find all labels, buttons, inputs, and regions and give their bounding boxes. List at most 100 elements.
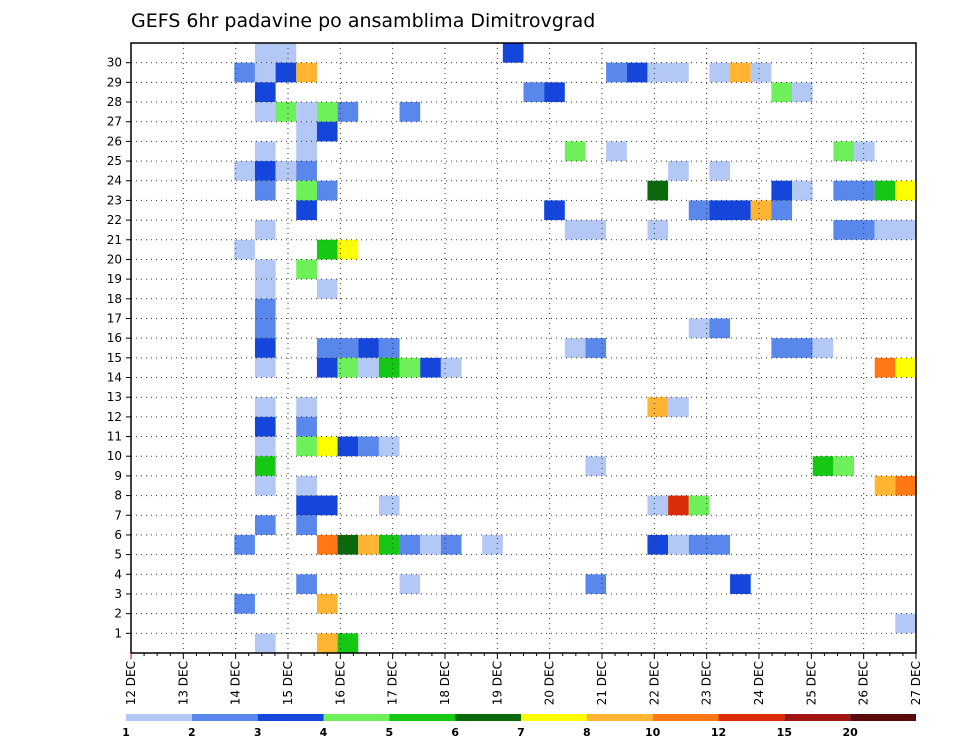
color-bar-segment [455,714,521,721]
heatmap-cell [688,495,710,516]
heatmap-cell [750,62,772,83]
heatmap-cell [254,259,276,280]
heatmap-cell [337,239,359,260]
x-axis: 12 DEC 13 DEC 14 DEC 15 DEC 16 DEC 17 DEC 18 D… [124,653,923,705]
heatmap-cell [585,456,607,476]
heatmap-cell [378,338,400,358]
heatmap-cell [668,534,689,555]
heatmap-cell [833,456,855,476]
heatmap-cell [316,534,338,555]
y-tick-label: 29 [107,75,122,89]
color-bar-label: 7 [517,726,525,739]
color-bar-label: 4 [320,726,328,739]
heatmap-cell [296,180,317,201]
heatmap-cell [296,515,317,535]
heatmap-cell [254,475,276,496]
x-tick-label: 27 DEC [909,661,923,705]
x-tick-label: 19 DEC [490,661,504,705]
y-tick-label: 21 [107,233,122,247]
x-tick-label: 16 DEC [333,661,347,705]
heatmap-cell [254,357,276,378]
heatmap-cell [296,200,317,221]
heatmap-cell [378,534,400,555]
y-tick-label: 8 [114,489,122,503]
heatmap-cell [316,279,338,299]
heatmap-cell [296,259,317,280]
heatmap-cell [833,141,855,162]
heatmap-cell [254,102,276,122]
heatmap-cell [854,141,875,162]
color-bar-segment [191,714,258,721]
color-bar-segment [718,714,785,721]
heatmap-cell [647,62,689,83]
heatmap-cell [254,515,276,535]
heatmap-cell [337,633,359,653]
heatmap-cell [254,633,276,653]
heatmap-cell [688,318,710,339]
heatmap-cell [709,200,751,221]
heatmap-cell [874,180,896,201]
heatmap-cell [296,102,317,122]
heatmap-cell [895,357,916,378]
heatmap-cell [254,436,276,457]
color-bar-label: 3 [254,726,262,739]
heatmap-cell [544,82,565,103]
y-tick-label: 16 [107,331,122,345]
heatmap-cell [358,357,379,378]
heatmap-cell [647,534,669,555]
heatmap-cell [626,62,648,83]
heatmap-cell [709,161,731,181]
color-bar-segment [389,714,456,721]
cells-layer [234,43,916,653]
y-tick-label: 24 [107,174,122,188]
heatmap-cell [254,318,276,339]
color-bar-label: 10 [645,726,661,739]
heatmap-cell [254,456,276,476]
heatmap-cell [647,180,669,201]
heatmap-cell [254,298,276,319]
heatmap-cell [254,62,276,83]
heatmap-cell [833,220,875,240]
heatmap-cell [440,534,462,555]
heatmap-cell [647,397,669,417]
heatmap-cell [378,495,400,516]
y-tick-label: 27 [107,115,122,129]
y-tick-label: 2 [114,607,122,621]
y-tick-label: 12 [107,410,122,424]
color-bar-segment [784,714,851,721]
y-tick-label: 6 [114,528,122,542]
heatmap-cell [296,495,338,516]
heatmap-cell [544,200,565,221]
heatmap-cell [358,338,379,358]
heatmap-cell [399,357,421,378]
heatmap-cell [296,141,317,162]
heatmap-cell [895,613,916,634]
color-bar: 1 2 3 4 5 6 7 8 10 12 15 20 [122,714,916,739]
heatmap-cell [234,534,255,555]
grid-layer [131,43,916,653]
heatmap-cell [833,180,875,201]
y-tick-label: 26 [107,134,122,148]
heatmap-cell [440,357,462,378]
heatmap-cell [254,180,276,201]
heatmap-cell [771,200,793,221]
x-tick-label: 23 DEC [700,661,714,705]
chart-title: GEFS 6hr padavine po ansamblima Dimitrov… [131,10,595,32]
heatmap-cell [585,574,607,594]
y-axis: 1234567891011121314151617181920212223242… [107,56,131,640]
heatmap-cell [606,141,627,162]
heatmap-cell [420,534,441,555]
x-tick-label: 22 DEC [647,661,661,705]
heatmap-cell [564,141,586,162]
heatmap-cell [771,82,793,103]
heatmap-cell [668,397,689,417]
x-tick-label: 14 DEC [229,661,243,705]
x-tick-label: 20 DEC [543,661,557,705]
heatmap-cell [564,338,586,358]
x-tick-label: 18 DEC [438,661,452,705]
heatmap-cell [296,416,317,437]
heatmap-cell [358,534,379,555]
heatmap-cell [585,338,607,358]
heatmap-cell [234,239,255,260]
